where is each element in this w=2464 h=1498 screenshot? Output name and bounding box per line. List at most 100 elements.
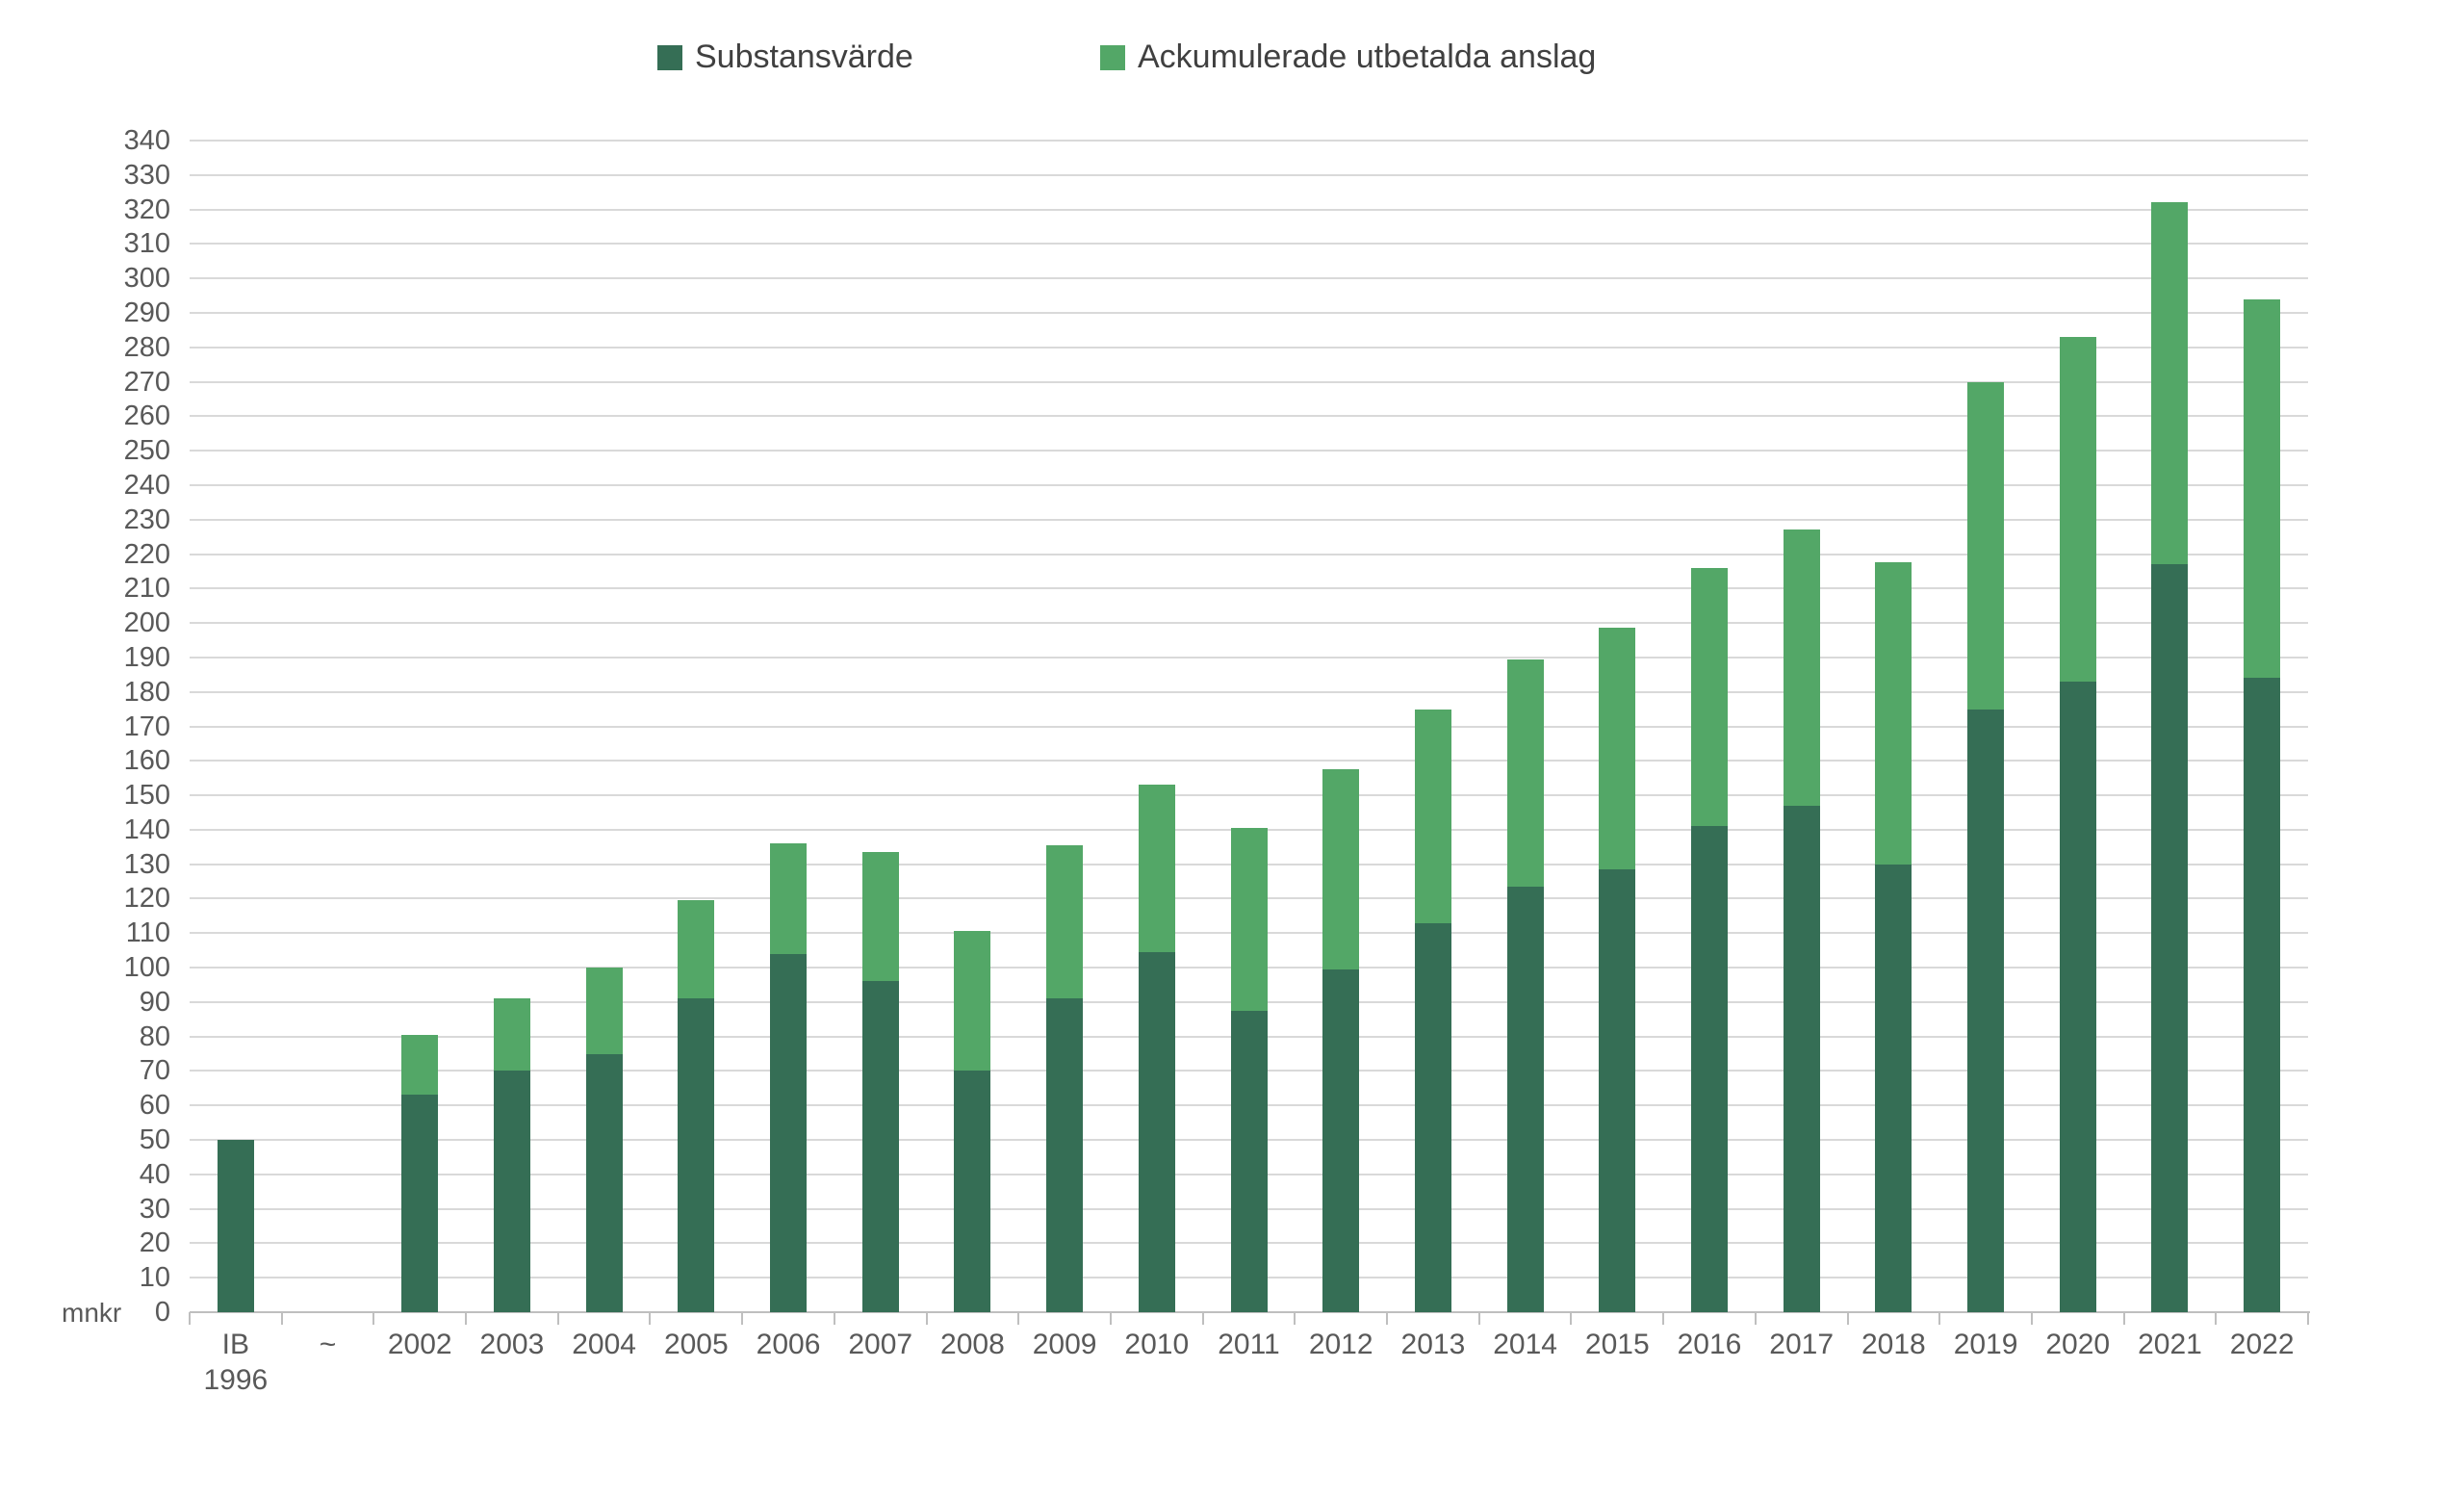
gridline-190 <box>190 656 2308 659</box>
y-tick-label-40: 40 <box>139 1158 170 1190</box>
x-tick-label-2013: 2013 <box>1400 1329 1466 1360</box>
bar-segment-substansvarde-2013 <box>1414 922 1451 1312</box>
x-tick-label-2003: 2003 <box>479 1329 545 1360</box>
gridline-200 <box>190 622 2308 625</box>
y-tick-label-190: 190 <box>123 641 170 673</box>
y-tick-label-200: 200 <box>123 607 170 639</box>
bar-segment-substansvarde-2007 <box>861 981 899 1312</box>
y-tick-label-70: 70 <box>139 1055 170 1087</box>
gridline-150 <box>190 794 2308 797</box>
bar-segment-substansvarde-2012 <box>1322 969 1360 1312</box>
bar-segment-anslag-2009 <box>1046 844 1084 999</box>
x-tick-label-2021: 2021 <box>2138 1329 2202 1360</box>
x-tick-label-2002: 2002 <box>387 1329 452 1360</box>
x-axis-tick <box>556 1312 559 1325</box>
x-axis-tick <box>649 1312 652 1325</box>
y-tick-label-300: 300 <box>123 263 170 295</box>
bar-segment-anslag-2017 <box>1783 529 1820 806</box>
y-tick-label-210: 210 <box>123 573 170 605</box>
x-axis-tick <box>189 1312 191 1325</box>
legend-swatch-substansvarde-icon <box>657 44 682 70</box>
x-tick-label-2019: 2019 <box>1953 1329 2018 1360</box>
bar-segment-substansvarde-2022 <box>2244 678 2281 1312</box>
y-tick-label-20: 20 <box>139 1227 170 1259</box>
bar-segment-substansvarde-2006 <box>770 953 808 1312</box>
bar-segment-anslag-2013 <box>1414 709 1451 923</box>
y-tick-label-330: 330 <box>123 159 170 191</box>
gridline-260 <box>190 415 2308 418</box>
y-tick-label-110: 110 <box>125 917 170 949</box>
y-tick-label-30: 30 <box>139 1193 170 1225</box>
x-axis-tick <box>372 1312 375 1325</box>
y-tick-label-250: 250 <box>123 435 170 467</box>
y-tick-label-130: 130 <box>123 848 170 880</box>
x-axis-tick <box>1846 1312 1849 1325</box>
x-tick-label-2007: 2007 <box>848 1329 913 1360</box>
x-tick-label-2010: 2010 <box>1124 1329 1190 1360</box>
bar-segment-anslag-2021 <box>2151 202 2189 565</box>
x-tick-label-2011: 2011 <box>1218 1329 1280 1360</box>
y-tick-label-160: 160 <box>123 745 170 777</box>
bar-segment-substansvarde-2021 <box>2151 564 2189 1312</box>
x-tick-label-2022: 2022 <box>2229 1329 2295 1360</box>
bar-segment-anslag-2004 <box>585 968 623 1054</box>
bar-segment-anslag-2006 <box>770 843 808 954</box>
x-tick-label-2005: 2005 <box>663 1329 729 1360</box>
y-tick-label-120: 120 <box>123 883 170 915</box>
y-tick-label-60: 60 <box>139 1090 170 1122</box>
x-axis-tick <box>833 1312 835 1325</box>
bar-segment-anslag-2003 <box>493 998 530 1072</box>
bar-segment-anslag-2018 <box>1875 562 1912 865</box>
bar-segment-anslag-2019 <box>1967 381 2005 710</box>
legend-item-anslag: Ackumulerade utbetalda anslag <box>1100 39 1596 76</box>
x-tick-label-2017: 2017 <box>1769 1329 1835 1360</box>
bar-segment-substansvarde-2014 <box>1506 886 1544 1312</box>
legend-item-substansvarde: Substansvärde <box>657 39 913 76</box>
bar-segment-substansvarde-2019 <box>1967 709 2005 1312</box>
y-tick-label-260: 260 <box>123 400 170 432</box>
bar-segment-anslag-2012 <box>1322 769 1360 969</box>
gridline-230 <box>190 518 2308 521</box>
bar-segment-anslag-2007 <box>861 852 899 982</box>
x-tick-label-2006: 2006 <box>756 1329 821 1360</box>
gridline-240 <box>190 483 2308 486</box>
x-tick-label-2009: 2009 <box>1032 1329 1097 1360</box>
y-tick-label-180: 180 <box>123 676 170 708</box>
bar-segment-anslag-2011 <box>1230 828 1268 1011</box>
y-tick-label-80: 80 <box>139 1020 170 1052</box>
x-axis-tick <box>1201 1312 1204 1325</box>
legend-swatch-anslag-icon <box>1100 44 1125 70</box>
x-axis-line <box>190 1311 2310 1313</box>
x-axis-tick <box>465 1312 468 1325</box>
x-axis-tick <box>741 1312 744 1325</box>
y-tick-label-100: 100 <box>123 952 170 984</box>
bar-segment-substansvarde-2011 <box>1230 1010 1268 1312</box>
bar-segment-substansvarde-2005 <box>678 998 715 1312</box>
x-tick-label-2018: 2018 <box>1861 1329 1926 1360</box>
x-tick-label-2012: 2012 <box>1308 1329 1373 1360</box>
bar-segment-substansvarde-2017 <box>1783 805 1820 1312</box>
x-axis-tick <box>2030 1312 2033 1325</box>
x-axis-tick <box>1109 1312 1112 1325</box>
gridline-210 <box>190 587 2308 590</box>
y-tick-label-340: 340 <box>123 125 170 156</box>
bar-segment-substansvarde-2009 <box>1046 998 1084 1312</box>
gridline-220 <box>190 553 2308 555</box>
bar-segment-substansvarde-2003 <box>493 1071 530 1312</box>
y-tick-label-50: 50 <box>139 1124 170 1156</box>
y-tick-label-90: 90 <box>139 986 170 1018</box>
legend-label-substansvarde: Substansvärde <box>695 39 913 75</box>
x-axis-tick <box>1294 1312 1296 1325</box>
y-tick-label-170: 170 <box>123 710 170 742</box>
x-axis-tick <box>2122 1312 2125 1325</box>
x-tick-label-2016: 2016 <box>1677 1329 1742 1360</box>
y-tick-label-320: 320 <box>123 194 170 225</box>
bar-segment-anslag-2010 <box>1138 785 1175 952</box>
y-tick-label-310: 310 <box>123 228 170 260</box>
y-tick-label-10: 10 <box>139 1262 170 1294</box>
bar-segment-substansvarde-IB-1996 <box>217 1140 254 1312</box>
y-tick-label-240: 240 <box>123 469 170 501</box>
bar-segment-substansvarde-2020 <box>2059 681 2096 1312</box>
bar-segment-substansvarde-2016 <box>1690 826 1728 1312</box>
